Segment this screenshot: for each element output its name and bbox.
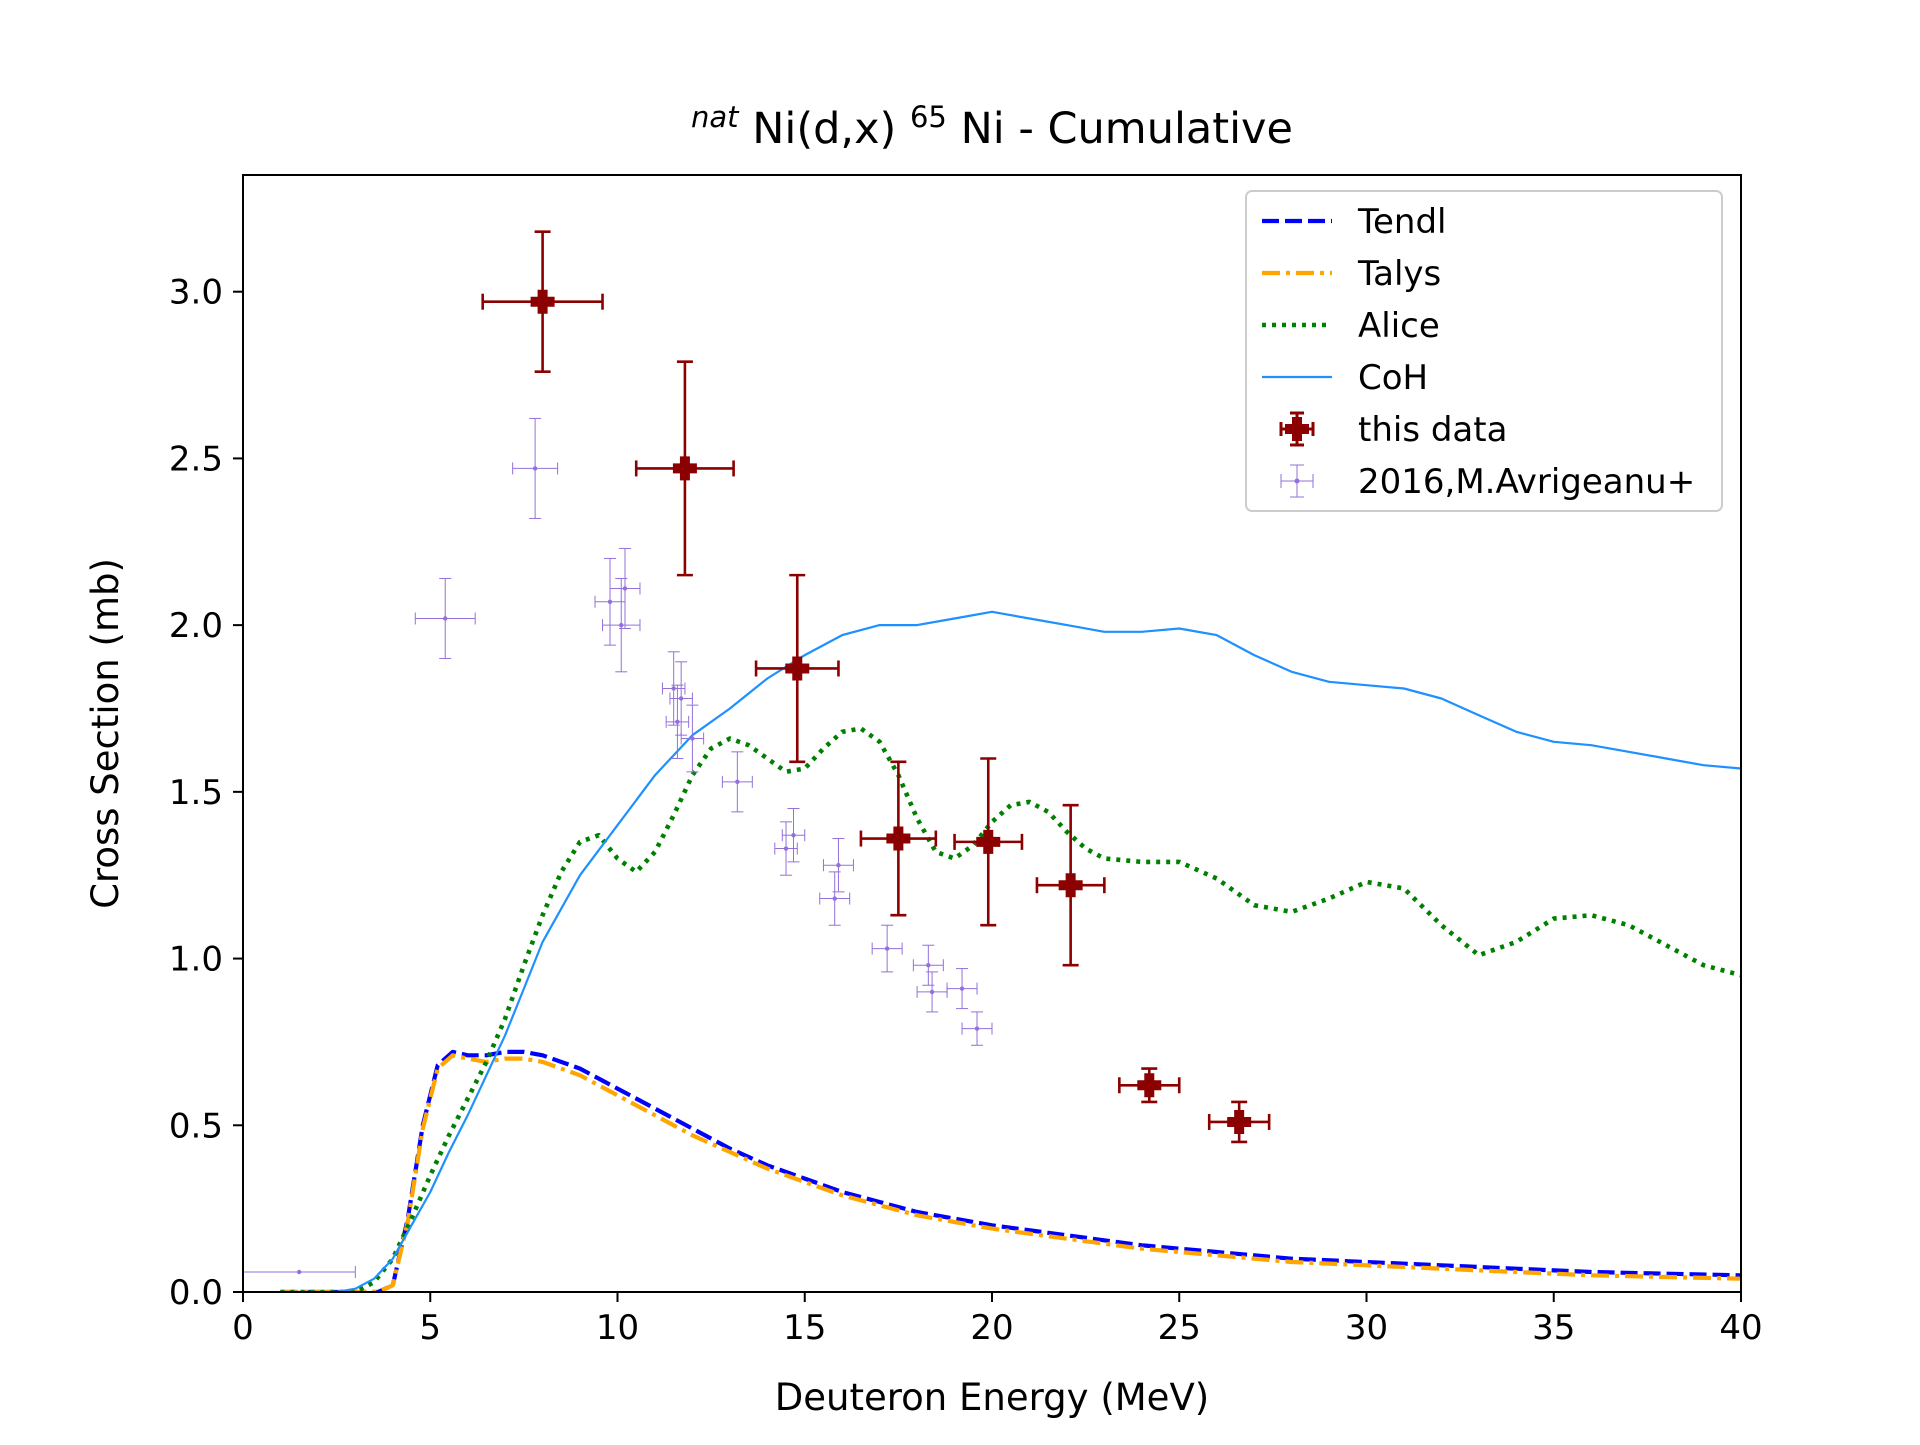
avrigeanu-point-0: [243, 1265, 356, 1278]
this-data-point-2: [754, 573, 840, 764]
avrigeanu-point-8: [665, 684, 690, 760]
y-tick-label: 1.5: [169, 773, 223, 813]
avrigeanu-point-19: [961, 1011, 993, 1046]
this-data-point-5: [1035, 803, 1106, 967]
legend-item-2016-m-avrigeanu-: 2016,M.Avrigeanu+: [1280, 462, 1695, 502]
series-line-coh: [280, 610, 1741, 1292]
legend-label: this data: [1358, 410, 1507, 450]
title-superscript-prefix: nat: [691, 100, 740, 134]
avrigeanu-point-10: [721, 751, 753, 813]
chart-title: nat Ni(d,x) 65 Ni - Cumulative: [691, 88, 1293, 154]
avrigeanu-point-1: [414, 577, 476, 659]
this-data-point-4: [953, 757, 1024, 927]
y-tick-label: 3.0: [169, 273, 223, 313]
legend: Tendl Talys Alice CoH this data 2016,M.Avrige…: [1245, 190, 1723, 512]
y-tick-label: 1.0: [169, 940, 223, 980]
legend-item-this-data: this data: [1279, 410, 1507, 450]
title-superscript-mass: 65: [910, 100, 947, 134]
legend-item-coh: CoH: [1262, 358, 1428, 398]
x-tick-label: 30: [1345, 1308, 1388, 1348]
y-tick-label: 0.0: [169, 1273, 223, 1313]
x-tick-label: 20: [970, 1308, 1013, 1348]
y-axis-label: Cross Section (mb): [84, 558, 127, 909]
x-tick-label: 0: [232, 1308, 254, 1348]
legend-item-alice: Alice: [1262, 306, 1440, 346]
avrigeanu-point-18: [946, 968, 978, 1010]
legend-item-talys: Talys: [1262, 254, 1441, 294]
avrigeanu-point-12: [781, 808, 806, 863]
legend-label: Tendl: [1357, 202, 1447, 242]
x-tick-label: 5: [419, 1308, 441, 1348]
title-base: Ni(d,x): [752, 104, 896, 154]
legend-label: Alice: [1358, 306, 1440, 346]
axes-layer: 0 5 10 15 20 25 30 35 40 0.0 0.5 1.0 1.5 2.0 2.5 3.0: [169, 174, 1763, 1348]
series-line-tendl: [280, 1049, 1741, 1292]
avrigeanu-point-14: [819, 871, 851, 926]
y-tick-label: 2.0: [169, 606, 223, 646]
this-data-point-1: [634, 360, 735, 577]
this-data-point-6: [1118, 1067, 1181, 1104]
avrigeanu-point-15: [871, 924, 903, 973]
avrigeanu-point-3: [594, 557, 626, 646]
avrigeanu-point-16: [912, 944, 944, 986]
x-axis-label: Deuteron Energy (MeV): [775, 1376, 1209, 1419]
avrigeanu-point-4: [609, 547, 641, 629]
y-tick-label: 0.5: [169, 1106, 223, 1146]
x-tick-label: 15: [783, 1308, 826, 1348]
legend-label: CoH: [1358, 358, 1428, 398]
avrigeanu-point-5: [602, 577, 641, 673]
x-tick-label: 25: [1158, 1308, 1201, 1348]
this-data-point-7: [1207, 1100, 1271, 1144]
series-line-alice: [280, 726, 1741, 1292]
x-tick-label: 40: [1719, 1308, 1762, 1348]
legend-item-tendl: Tendl: [1262, 202, 1447, 242]
series-layer: [243, 230, 1741, 1292]
legend-label: Talys: [1357, 254, 1441, 294]
this-data-point-3: [859, 760, 938, 917]
legend-label: 2016,M.Avrigeanu+: [1358, 462, 1695, 502]
y-tick-label: 2.5: [169, 439, 223, 479]
avrigeanu-point-2: [512, 417, 559, 519]
avrigeanu-point-9: [680, 704, 705, 773]
legend-box: [1245, 190, 1723, 512]
x-tick-label: 10: [596, 1308, 639, 1348]
title-rest: Ni - Cumulative: [961, 104, 1293, 154]
this-data-point-0: [481, 230, 604, 374]
x-tick-label: 35: [1532, 1308, 1575, 1348]
